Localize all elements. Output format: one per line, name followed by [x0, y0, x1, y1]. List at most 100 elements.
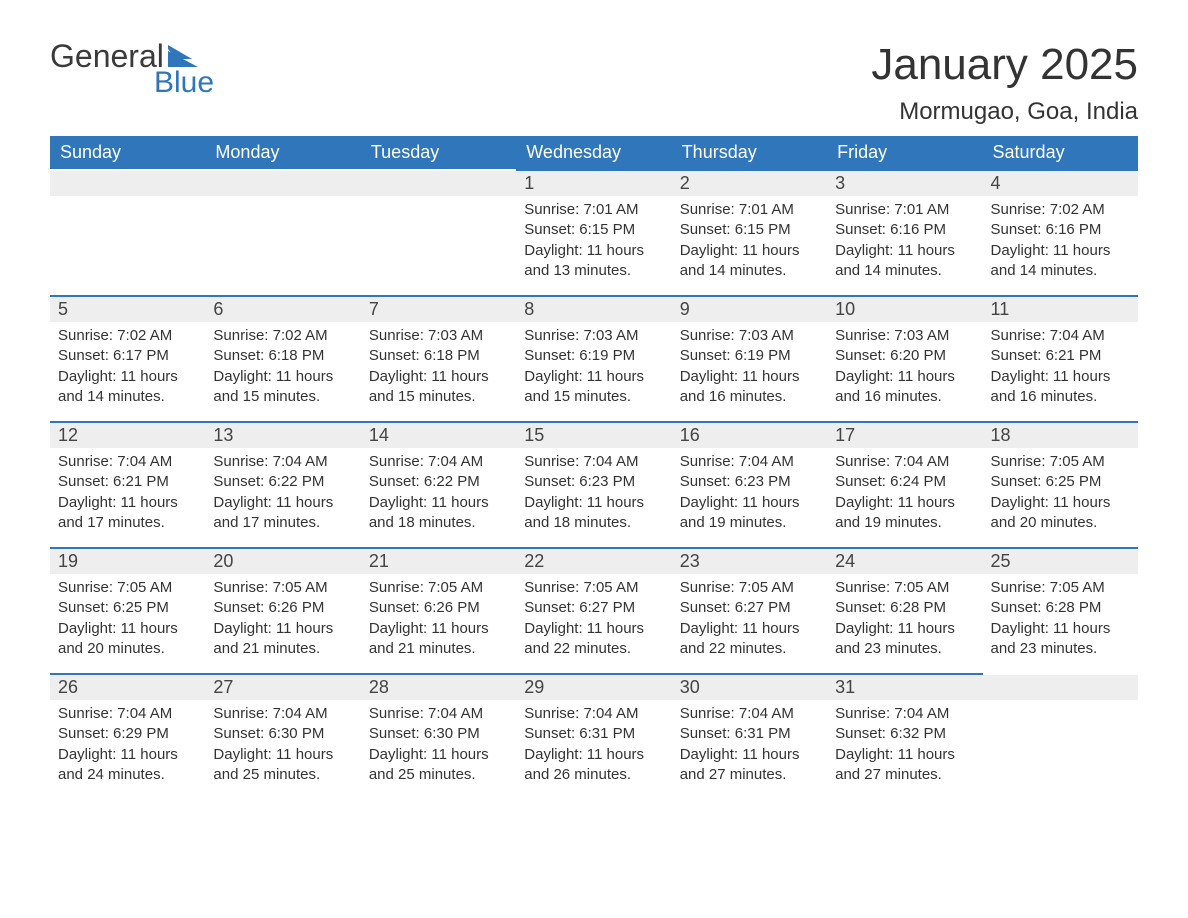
daylight-line: Daylight: 11 hours and 26 minutes. — [524, 745, 663, 786]
sunrise-line: Sunrise: 7:02 AM — [58, 326, 197, 346]
daylight-line: Daylight: 11 hours and 21 minutes. — [369, 619, 508, 660]
sunset-line: Sunset: 6:15 PM — [524, 220, 663, 240]
calendar-cell: 16Sunrise: 7:04 AMSunset: 6:23 PMDayligh… — [672, 421, 827, 547]
calendar-week: 1Sunrise: 7:01 AMSunset: 6:15 PMDaylight… — [50, 169, 1138, 295]
sunset-line: Sunset: 6:25 PM — [991, 472, 1130, 492]
daylight-line: Daylight: 11 hours and 16 minutes. — [991, 367, 1130, 408]
day-number: 30 — [672, 673, 827, 700]
calendar-cell: 15Sunrise: 7:04 AMSunset: 6:23 PMDayligh… — [516, 421, 671, 547]
daylight-line: Daylight: 11 hours and 25 minutes. — [369, 745, 508, 786]
day-number: 17 — [827, 421, 982, 448]
day-body: Sunrise: 7:04 AMSunset: 6:21 PMDaylight:… — [50, 448, 205, 541]
calendar-cell — [50, 169, 205, 295]
daylight-line: Daylight: 11 hours and 19 minutes. — [835, 493, 974, 534]
empty-day-bar — [361, 169, 516, 196]
daylight-line: Daylight: 11 hours and 14 minutes. — [58, 367, 197, 408]
day-number: 4 — [983, 169, 1138, 196]
daylight-line: Daylight: 11 hours and 22 minutes. — [680, 619, 819, 660]
day-number: 25 — [983, 547, 1138, 574]
sunrise-line: Sunrise: 7:04 AM — [524, 704, 663, 724]
sunrise-line: Sunrise: 7:05 AM — [835, 578, 974, 598]
sunset-line: Sunset: 6:27 PM — [680, 598, 819, 618]
day-number: 8 — [516, 295, 671, 322]
daylight-line: Daylight: 11 hours and 17 minutes. — [58, 493, 197, 534]
month-title: January 2025 — [871, 40, 1138, 90]
daylight-line: Daylight: 11 hours and 14 minutes. — [680, 241, 819, 282]
day-header: Saturday — [983, 136, 1138, 169]
daylight-line: Daylight: 11 hours and 27 minutes. — [680, 745, 819, 786]
day-number: 31 — [827, 673, 982, 700]
brand-line2: Blue — [50, 68, 214, 98]
day-body: Sunrise: 7:01 AMSunset: 6:15 PMDaylight:… — [672, 196, 827, 289]
sunrise-line: Sunrise: 7:05 AM — [524, 578, 663, 598]
day-body: Sunrise: 7:05 AMSunset: 6:27 PMDaylight:… — [672, 574, 827, 667]
sunset-line: Sunset: 6:18 PM — [369, 346, 508, 366]
sunrise-line: Sunrise: 7:05 AM — [991, 578, 1130, 598]
daylight-line: Daylight: 11 hours and 19 minutes. — [680, 493, 819, 534]
sunrise-line: Sunrise: 7:02 AM — [213, 326, 352, 346]
day-number: 18 — [983, 421, 1138, 448]
sunrise-line: Sunrise: 7:01 AM — [680, 200, 819, 220]
day-number: 10 — [827, 295, 982, 322]
daylight-line: Daylight: 11 hours and 23 minutes. — [835, 619, 974, 660]
calendar-cell: 28Sunrise: 7:04 AMSunset: 6:30 PMDayligh… — [361, 673, 516, 799]
sunrise-line: Sunrise: 7:03 AM — [835, 326, 974, 346]
day-body: Sunrise: 7:02 AMSunset: 6:18 PMDaylight:… — [205, 322, 360, 415]
day-body: Sunrise: 7:04 AMSunset: 6:31 PMDaylight:… — [672, 700, 827, 793]
sunset-line: Sunset: 6:16 PM — [835, 220, 974, 240]
calendar-cell: 29Sunrise: 7:04 AMSunset: 6:31 PMDayligh… — [516, 673, 671, 799]
daylight-line: Daylight: 11 hours and 15 minutes. — [524, 367, 663, 408]
daylight-line: Daylight: 11 hours and 21 minutes. — [213, 619, 352, 660]
day-body: Sunrise: 7:03 AMSunset: 6:19 PMDaylight:… — [672, 322, 827, 415]
sunrise-line: Sunrise: 7:04 AM — [213, 452, 352, 472]
day-body: Sunrise: 7:04 AMSunset: 6:24 PMDaylight:… — [827, 448, 982, 541]
day-number: 2 — [672, 169, 827, 196]
day-number: 5 — [50, 295, 205, 322]
calendar-cell: 12Sunrise: 7:04 AMSunset: 6:21 PMDayligh… — [50, 421, 205, 547]
sunset-line: Sunset: 6:21 PM — [58, 472, 197, 492]
sunrise-line: Sunrise: 7:01 AM — [835, 200, 974, 220]
day-header: Sunday — [50, 136, 205, 169]
calendar-cell: 22Sunrise: 7:05 AMSunset: 6:27 PMDayligh… — [516, 547, 671, 673]
sunset-line: Sunset: 6:26 PM — [213, 598, 352, 618]
sunset-line: Sunset: 6:23 PM — [680, 472, 819, 492]
calendar-cell: 20Sunrise: 7:05 AMSunset: 6:26 PMDayligh… — [205, 547, 360, 673]
calendar-cell: 26Sunrise: 7:04 AMSunset: 6:29 PMDayligh… — [50, 673, 205, 799]
day-body: Sunrise: 7:03 AMSunset: 6:19 PMDaylight:… — [516, 322, 671, 415]
sunset-line: Sunset: 6:28 PM — [991, 598, 1130, 618]
daylight-line: Daylight: 11 hours and 23 minutes. — [991, 619, 1130, 660]
sunrise-line: Sunrise: 7:04 AM — [58, 452, 197, 472]
day-body: Sunrise: 7:04 AMSunset: 6:30 PMDaylight:… — [361, 700, 516, 793]
day-number: 7 — [361, 295, 516, 322]
calendar-cell: 18Sunrise: 7:05 AMSunset: 6:25 PMDayligh… — [983, 421, 1138, 547]
calendar-cell: 5Sunrise: 7:02 AMSunset: 6:17 PMDaylight… — [50, 295, 205, 421]
calendar-cell — [361, 169, 516, 295]
day-body: Sunrise: 7:04 AMSunset: 6:22 PMDaylight:… — [205, 448, 360, 541]
calendar-cell: 25Sunrise: 7:05 AMSunset: 6:28 PMDayligh… — [983, 547, 1138, 673]
sunrise-line: Sunrise: 7:03 AM — [524, 326, 663, 346]
sunset-line: Sunset: 6:30 PM — [213, 724, 352, 744]
sunset-line: Sunset: 6:26 PM — [369, 598, 508, 618]
sunrise-line: Sunrise: 7:04 AM — [524, 452, 663, 472]
day-number: 29 — [516, 673, 671, 700]
calendar-cell: 30Sunrise: 7:04 AMSunset: 6:31 PMDayligh… — [672, 673, 827, 799]
day-body: Sunrise: 7:04 AMSunset: 6:31 PMDaylight:… — [516, 700, 671, 793]
day-body: Sunrise: 7:05 AMSunset: 6:28 PMDaylight:… — [983, 574, 1138, 667]
calendar-cell: 10Sunrise: 7:03 AMSunset: 6:20 PMDayligh… — [827, 295, 982, 421]
sunset-line: Sunset: 6:23 PM — [524, 472, 663, 492]
day-number: 13 — [205, 421, 360, 448]
sunset-line: Sunset: 6:32 PM — [835, 724, 974, 744]
day-body: Sunrise: 7:05 AMSunset: 6:26 PMDaylight:… — [205, 574, 360, 667]
daylight-line: Daylight: 11 hours and 18 minutes. — [369, 493, 508, 534]
day-number: 21 — [361, 547, 516, 574]
day-body: Sunrise: 7:05 AMSunset: 6:27 PMDaylight:… — [516, 574, 671, 667]
calendar-cell: 23Sunrise: 7:05 AMSunset: 6:27 PMDayligh… — [672, 547, 827, 673]
calendar-week: 12Sunrise: 7:04 AMSunset: 6:21 PMDayligh… — [50, 421, 1138, 547]
calendar-cell: 19Sunrise: 7:05 AMSunset: 6:25 PMDayligh… — [50, 547, 205, 673]
day-header: Thursday — [672, 136, 827, 169]
day-header: Monday — [205, 136, 360, 169]
day-header: Wednesday — [516, 136, 671, 169]
sunrise-line: Sunrise: 7:04 AM — [369, 452, 508, 472]
sunrise-line: Sunrise: 7:04 AM — [680, 452, 819, 472]
daylight-line: Daylight: 11 hours and 16 minutes. — [680, 367, 819, 408]
